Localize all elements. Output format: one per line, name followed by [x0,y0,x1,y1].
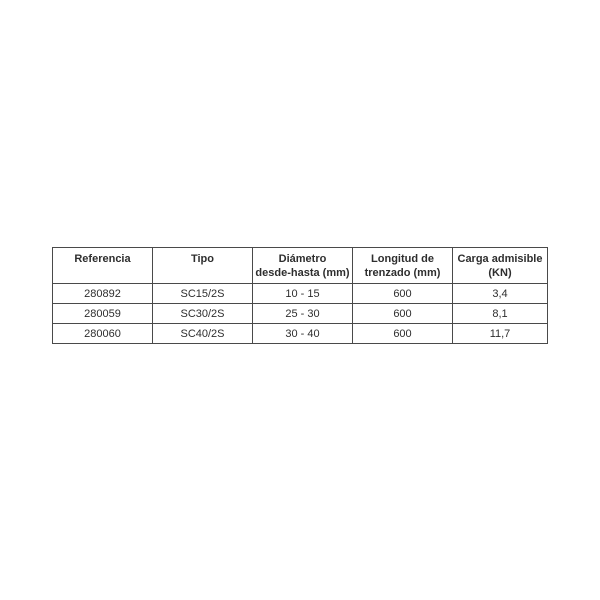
cell-diametro: 10 - 15 [252,283,353,304]
cell-carga: 11,7 [452,323,548,344]
cell-referencia: 280060 [52,323,153,344]
cell-carga: 8,1 [452,303,548,324]
cell-diametro: 25 - 30 [252,303,353,324]
header-line-2: (KN) [488,267,512,280]
col-header-carga: Carga admisible (KN) [452,247,548,284]
table-row: 280059 SC30/2S 25 - 30 600 8,1 [52,303,548,324]
cell-longitud: 600 [352,283,453,304]
cell-tipo: SC40/2S [152,323,253,344]
header-line-1: Longitud de [371,253,434,265]
col-header-referencia: Referencia [52,247,153,284]
cell-carga: 3,4 [452,283,548,304]
header-line-2: desde-hasta (mm) [255,267,350,280]
col-header-diametro: Diámetro desde-hasta (mm) [252,247,353,284]
cell-referencia: 280059 [52,303,153,324]
product-spec-table: Referencia Tipo Diámetro desde-hasta (mm… [52,247,548,344]
table-row: 280892 SC15/2S 10 - 15 600 3,4 [52,283,548,304]
header-line-1: Carga admisible [457,253,543,265]
header-line-1: Diámetro [278,253,327,265]
col-header-tipo: Tipo [152,247,253,284]
header-line-2: trenzado (mm) [364,267,441,280]
col-header-longitud: Longitud de trenzado (mm) [352,247,453,284]
header-row: Referencia Tipo Diámetro desde-hasta (mm… [52,247,548,284]
cell-diametro: 30 - 40 [252,323,353,344]
header-line-1: Referencia [74,253,131,265]
cell-longitud: 600 [352,323,453,344]
cell-referencia: 280892 [52,283,153,304]
table-row: 280060 SC40/2S 30 - 40 600 11,7 [52,323,548,344]
cell-longitud: 600 [352,303,453,324]
cell-tipo: SC30/2S [152,303,253,324]
header-line-1: Tipo [190,253,214,265]
cell-tipo: SC15/2S [152,283,253,304]
